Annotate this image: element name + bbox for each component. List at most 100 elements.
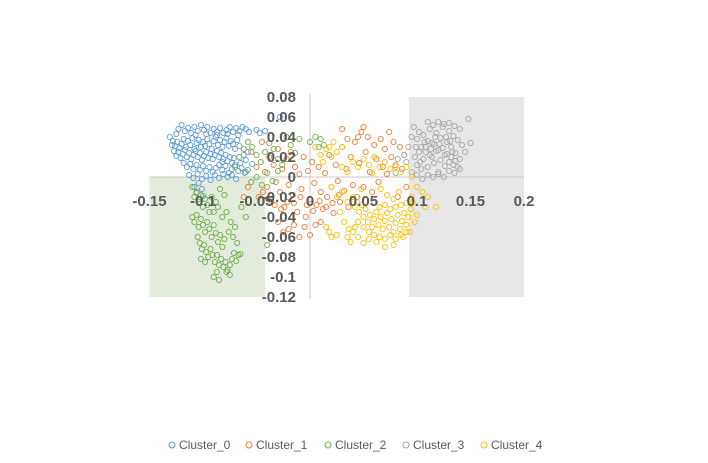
point-Cluster_2-90 bbox=[312, 133, 319, 141]
point-Cluster_0-54 bbox=[234, 136, 241, 144]
point-Cluster_4-37 bbox=[403, 228, 410, 236]
point-Cluster_1-54 bbox=[369, 188, 376, 196]
point-Cluster_1-25 bbox=[306, 195, 314, 203]
x-tick-label: 0 bbox=[306, 193, 314, 210]
point-Cluster_2-81 bbox=[296, 135, 303, 143]
legend-label: Cluster_4 bbox=[491, 438, 543, 452]
point-Cluster_2-92 bbox=[317, 135, 324, 143]
series-Cluster_4 bbox=[312, 138, 440, 251]
point-Cluster_3-78 bbox=[417, 158, 424, 166]
point-Cluster_4-72 bbox=[365, 161, 372, 169]
point-Cluster_2-31 bbox=[207, 245, 214, 253]
point-Cluster_2-67 bbox=[236, 153, 243, 161]
point-Cluster_3-29 bbox=[426, 151, 433, 159]
point-Cluster_1-33 bbox=[324, 193, 331, 201]
point-Cluster_0-12 bbox=[210, 125, 217, 133]
point-Cluster_4-17 bbox=[386, 223, 393, 231]
point-Cluster_1-28 bbox=[313, 201, 320, 209]
point-Cluster_1-9 bbox=[272, 178, 279, 186]
point-Cluster_2-94 bbox=[264, 241, 271, 249]
point-Cluster_4-70 bbox=[355, 163, 362, 171]
point-Cluster_3-26 bbox=[420, 155, 427, 163]
tick-labels: -0.15 -0.1 -0.05 0 0.05 0.1 0.15 0.2 0.08 0.06 0.0… bbox=[132, 89, 534, 306]
point-Cluster_4-85 bbox=[424, 193, 431, 201]
y-tick-label: -0.1 bbox=[270, 269, 296, 286]
point-Cluster_4-86 bbox=[323, 223, 330, 231]
point-Cluster_3-68 bbox=[440, 173, 447, 181]
point-Cluster_2-28 bbox=[201, 241, 208, 249]
point-Cluster_3-9 bbox=[433, 129, 440, 137]
point-Cluster_0-128 bbox=[195, 179, 202, 187]
legend-label: Cluster_2 bbox=[335, 438, 387, 452]
point-Cluster_3-25 bbox=[418, 165, 425, 173]
point-Cluster_2-89 bbox=[306, 138, 314, 146]
point-Cluster_1-16 bbox=[287, 148, 294, 156]
series-Cluster_0 bbox=[166, 113, 284, 203]
point-Cluster_4-57 bbox=[360, 239, 367, 247]
point-Cluster_0-1 bbox=[175, 125, 182, 133]
point-Cluster_0-106 bbox=[190, 174, 197, 182]
point-Cluster_2-11 bbox=[193, 211, 200, 219]
point-Cluster_1-83 bbox=[335, 191, 342, 199]
point-Cluster_1-6 bbox=[266, 153, 273, 161]
point-Cluster_4-51 bbox=[344, 198, 351, 206]
y-tick-label: -0.04 bbox=[262, 209, 297, 226]
point-Cluster_2-72 bbox=[257, 158, 264, 166]
point-Cluster_2-16 bbox=[204, 218, 211, 226]
point-Cluster_0-109 bbox=[203, 172, 210, 180]
point-Cluster_2-37 bbox=[220, 263, 227, 271]
point-Cluster_2-69 bbox=[244, 138, 251, 146]
point-Cluster_1-67 bbox=[396, 143, 403, 151]
point-Cluster_1-87 bbox=[290, 221, 297, 229]
point-Cluster_4-39 bbox=[351, 223, 358, 231]
point-Cluster_1-60 bbox=[381, 145, 388, 153]
point-Cluster_4-21 bbox=[394, 211, 401, 219]
point-Cluster_4-50 bbox=[339, 188, 346, 196]
point-Cluster_2-49 bbox=[223, 268, 230, 276]
point-Cluster_2-34 bbox=[213, 251, 220, 259]
point-Cluster_2-63 bbox=[210, 208, 217, 216]
point-Cluster_0-3 bbox=[181, 127, 188, 135]
point-Cluster_1-15 bbox=[285, 181, 292, 189]
point-Cluster_1-86 bbox=[285, 225, 292, 233]
point-Cluster_0-82 bbox=[226, 153, 233, 161]
y-tick-label: -0.02 bbox=[262, 189, 296, 206]
point-Cluster_2-95 bbox=[242, 213, 249, 221]
point-Cluster_1-73 bbox=[271, 201, 278, 209]
legend-item-Cluster_0: Cluster_0 bbox=[168, 438, 231, 452]
point-Cluster_1-18 bbox=[291, 163, 299, 171]
point-Cluster_0-120 bbox=[203, 130, 210, 138]
point-Cluster_4-35 bbox=[392, 235, 399, 243]
point-Cluster_4-63 bbox=[323, 145, 330, 153]
point-Cluster_4-31 bbox=[371, 231, 378, 239]
point-Cluster_0-95 bbox=[216, 161, 223, 169]
point-Cluster_0-42 bbox=[208, 145, 215, 153]
point-Cluster_1-72 bbox=[265, 195, 272, 203]
point-Cluster_0-123 bbox=[235, 131, 242, 139]
point-Cluster_2-54 bbox=[223, 208, 230, 216]
point-Cluster_4-15 bbox=[381, 217, 388, 225]
point-Cluster_0-20 bbox=[236, 127, 243, 135]
point-Cluster_2-61 bbox=[212, 198, 219, 206]
point-Cluster_3-6 bbox=[426, 125, 433, 133]
point-Cluster_1-30 bbox=[317, 188, 324, 196]
point-Cluster_3-44 bbox=[408, 133, 415, 141]
point-Cluster_4-95 bbox=[411, 218, 418, 226]
point-Cluster_2-3 bbox=[195, 198, 202, 206]
legend-item-Cluster_1: Cluster_1 bbox=[245, 438, 308, 452]
point-Cluster_0-37 bbox=[197, 143, 204, 151]
point-Cluster_0-108 bbox=[198, 175, 205, 183]
point-Cluster_4-5 bbox=[360, 213, 367, 221]
point-Cluster_4-64 bbox=[317, 151, 324, 159]
point-Cluster_0-15 bbox=[220, 129, 227, 137]
y-tick-label: -0.08 bbox=[262, 249, 296, 266]
point-Cluster_2-51 bbox=[202, 258, 209, 266]
point-Cluster_2-0 bbox=[189, 183, 196, 191]
point-Cluster_1-85 bbox=[280, 228, 287, 236]
point-Cluster_3-19 bbox=[454, 136, 461, 144]
point-Cluster_4-9 bbox=[369, 223, 376, 231]
point-Cluster_4-65 bbox=[319, 158, 326, 166]
point-Cluster_4-79 bbox=[403, 163, 410, 171]
point-Cluster_1-36 bbox=[330, 209, 337, 217]
x-tick-label: -0.05 bbox=[239, 193, 273, 210]
